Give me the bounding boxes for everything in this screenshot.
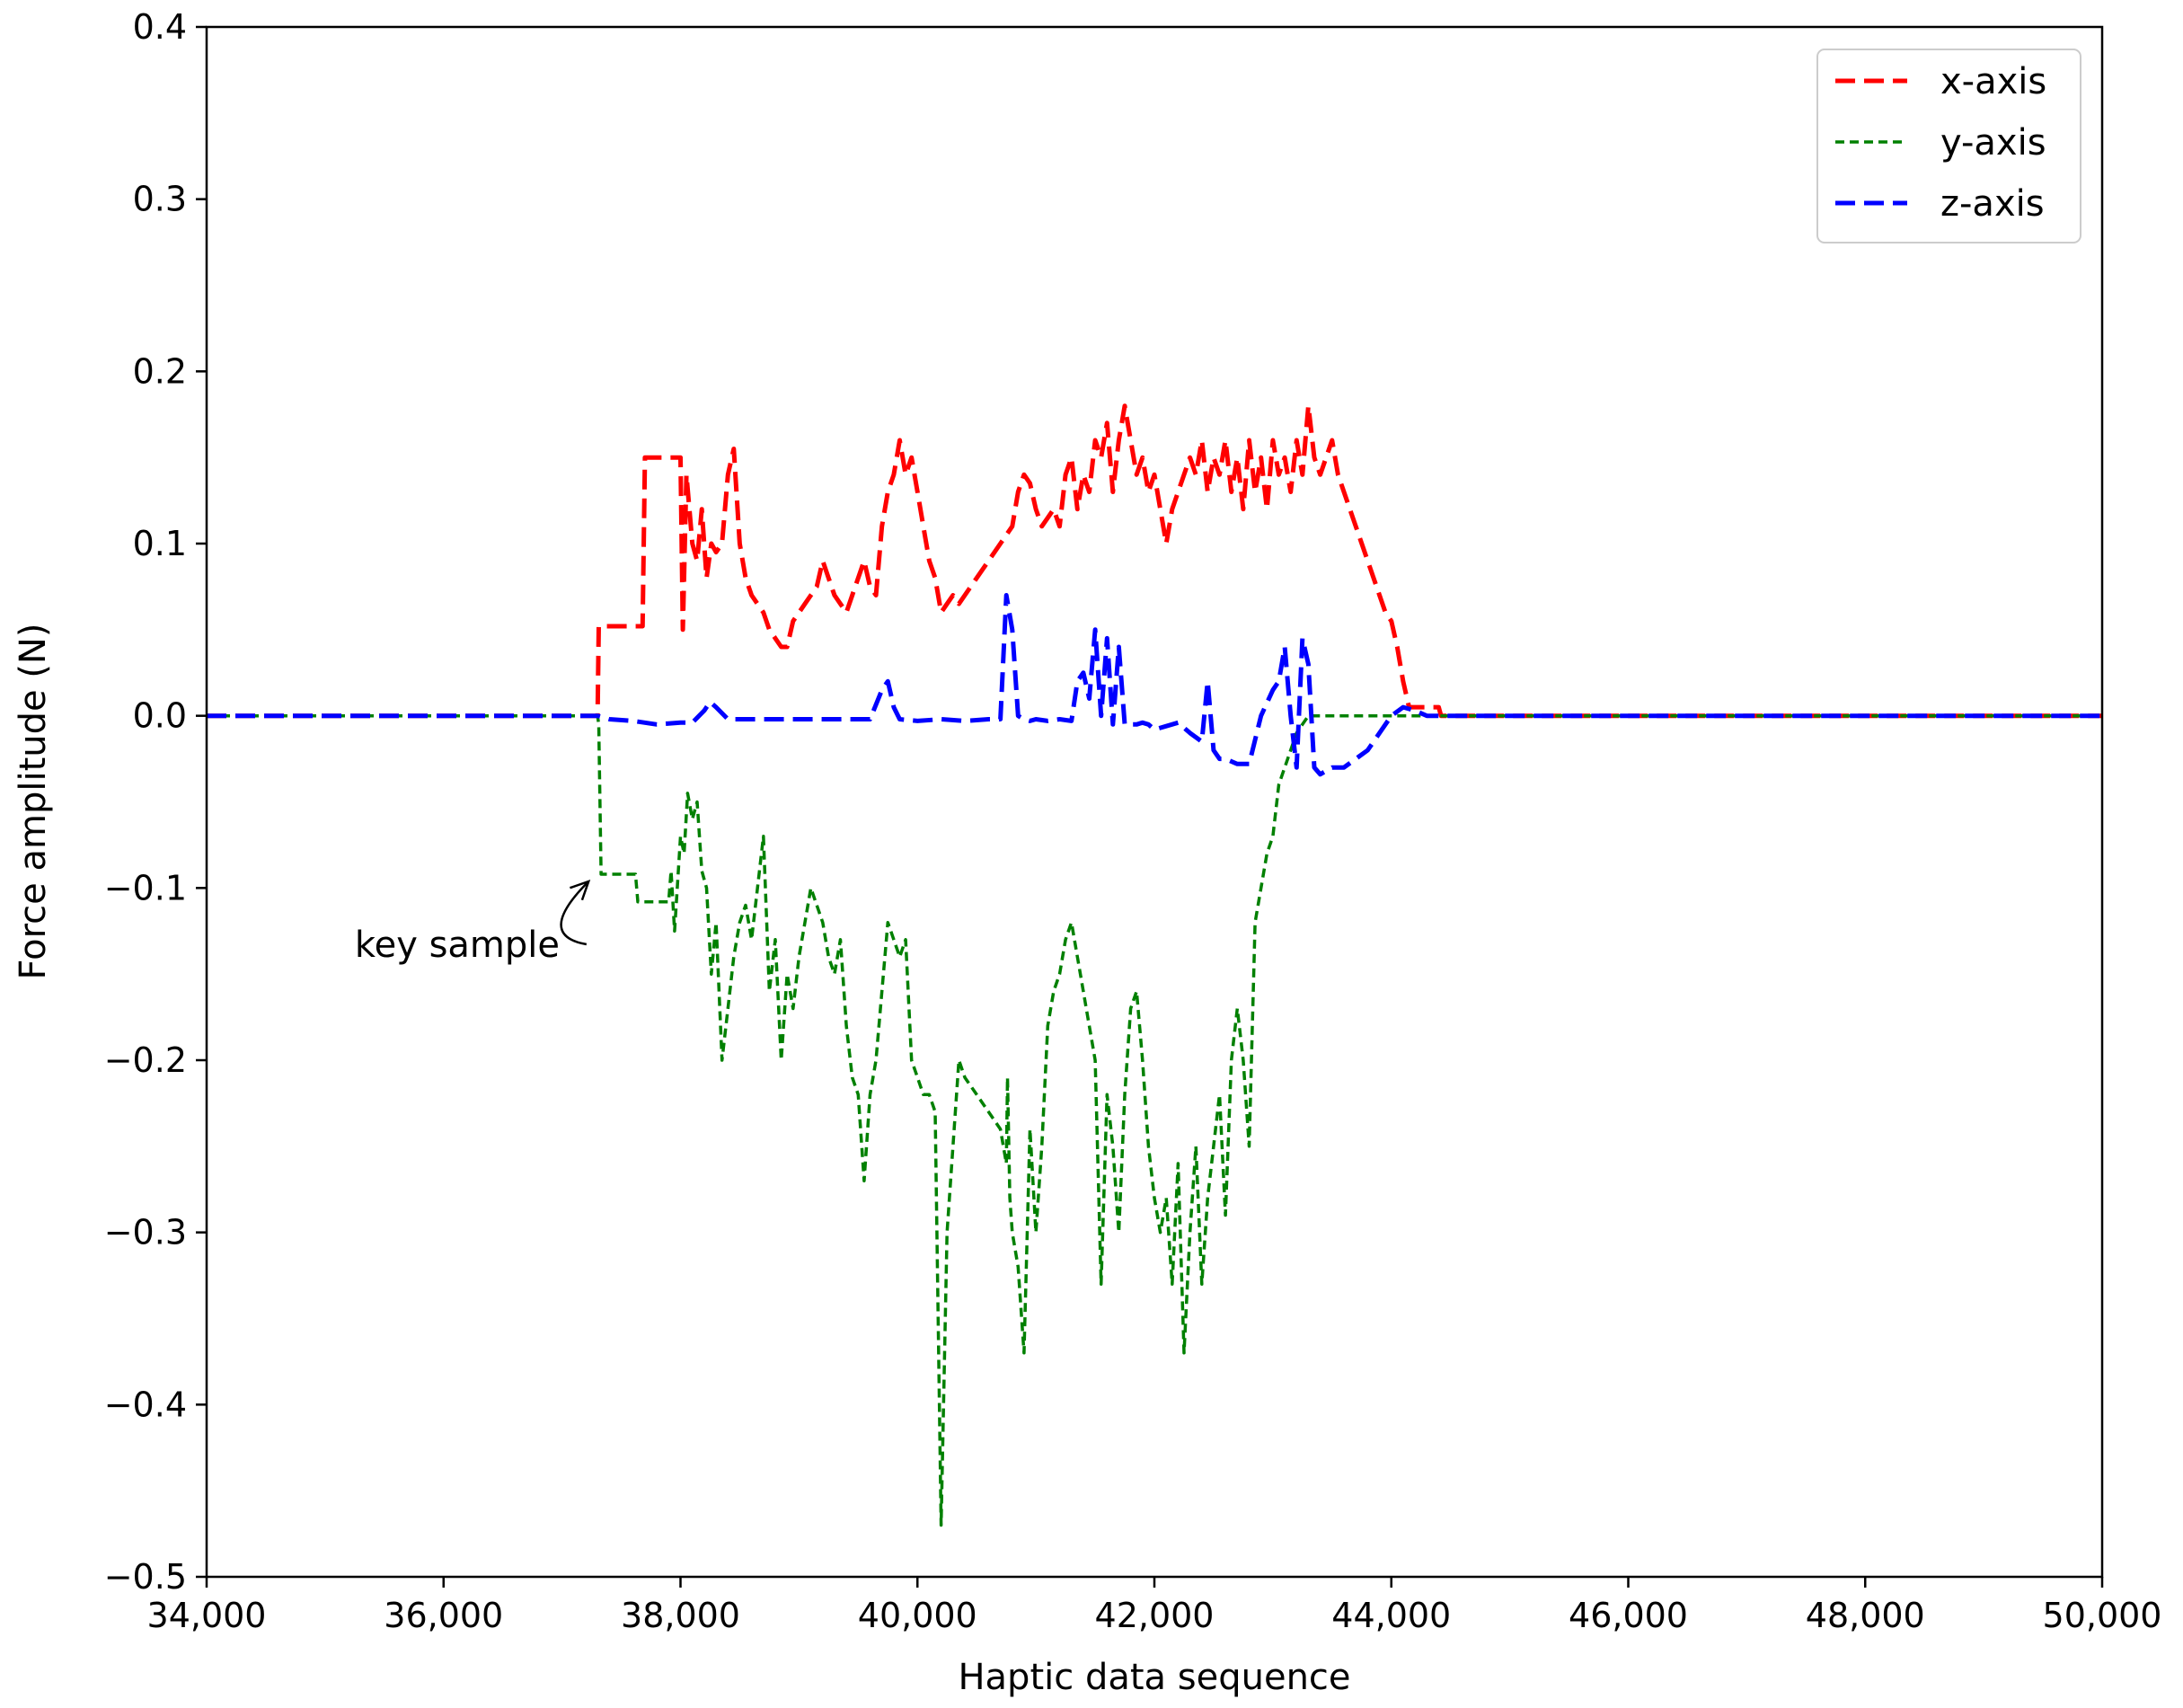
x-tick-label: 48,000 [1806,1596,1925,1635]
series-line-x-axis [207,403,2102,719]
x-tick-label: 42,000 [1095,1596,1215,1635]
legend-label-z-axis: z-axis [1940,183,2045,225]
annotation-arrowhead [570,879,591,901]
y-tick-label: −0.4 [104,1385,187,1424]
series-line-z-axis [207,593,2102,777]
x-tick-label: 40,000 [858,1596,977,1635]
y-tick-label: 0.0 [133,696,187,736]
legend-label-y-axis: y-axis [1940,122,2046,164]
legend-box [1816,49,2081,243]
x-axis-label: Haptic data sequence [958,1657,1350,1698]
x-tick-label: 44,000 [1331,1596,1451,1635]
y-tick-label: −0.1 [104,868,187,907]
y-tick-label: −0.3 [104,1213,187,1252]
y-tick-label: 0.1 [133,524,187,563]
y-tick-label: 0.2 [133,351,187,391]
annotation-key-sample: key sample [355,925,560,966]
legend: x-axis y-axis z-axis [1816,49,2081,243]
y-tick-label: −0.5 [104,1557,187,1597]
annotation-arrow [560,881,590,946]
y-axis-label: Force amplitude (N) [13,624,54,980]
y-tick-label: −0.2 [104,1040,187,1080]
series-layer [207,403,2102,1527]
x-tick-label: 50,000 [2043,1596,2162,1635]
x-tick-label: 36,000 [384,1596,503,1635]
x-tick-label: 34,000 [147,1596,267,1635]
y-tick-label: 0.4 [133,7,187,47]
legend-label-x-axis: x-axis [1940,61,2046,102]
x-tick-label: 46,000 [1569,1596,1688,1635]
annotation-layer: key sample [355,879,591,966]
ticks-layer: 34,000 36,000 38,000 40,000 42,000 44,000 46,0… [104,7,2162,1635]
y-tick-label: 0.3 [133,180,187,219]
x-tick-label: 38,000 [621,1596,740,1635]
